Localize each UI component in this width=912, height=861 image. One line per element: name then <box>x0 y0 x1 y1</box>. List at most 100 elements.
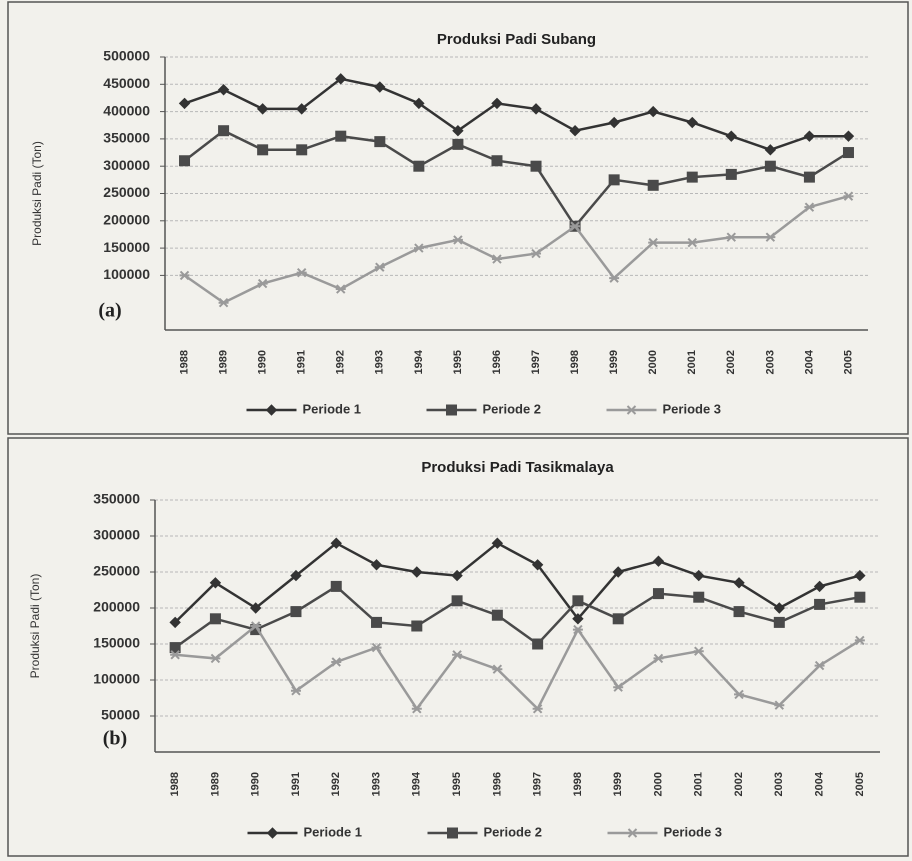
x-tick-label: 1995 <box>452 350 464 374</box>
marker <box>491 97 503 110</box>
marker <box>491 609 503 621</box>
series-line <box>174 624 861 711</box>
x-tick-label: 1991 <box>296 350 308 374</box>
marker <box>331 657 342 667</box>
marker <box>653 653 664 664</box>
series-line <box>183 129 850 229</box>
x-tick-label: 2004 <box>803 349 815 374</box>
marker <box>530 160 542 172</box>
y-tick-label: 100000 <box>93 671 140 687</box>
marker <box>854 569 866 582</box>
x-tick-label: 1992 <box>330 772 342 796</box>
marker <box>413 160 425 172</box>
legend-label: Periode 1 <box>304 824 363 839</box>
marker <box>413 97 425 110</box>
marker <box>411 566 423 578</box>
marker <box>734 689 745 700</box>
marker <box>774 700 785 710</box>
marker <box>814 598 826 610</box>
series-line <box>184 77 849 152</box>
marker <box>773 602 786 614</box>
marker <box>773 616 785 628</box>
marker <box>179 270 190 281</box>
y-tick-label: 400000 <box>103 102 150 118</box>
y-tick-label: 150000 <box>93 635 140 651</box>
y-axis-label: Produksi Padi (Ton) <box>30 141 44 246</box>
marker <box>265 404 278 416</box>
x-tick-label: 2004 <box>813 771 825 796</box>
marker <box>652 555 665 567</box>
x-tick-label: 1997 <box>532 772 544 796</box>
marker <box>803 130 816 142</box>
marker <box>411 620 423 632</box>
marker <box>803 171 815 183</box>
marker <box>572 613 584 625</box>
marker <box>178 97 191 110</box>
marker <box>765 232 776 242</box>
chart-title: Produksi Padi Subang <box>437 31 596 48</box>
marker <box>452 125 464 137</box>
marker <box>626 405 637 415</box>
marker <box>371 616 383 628</box>
marker <box>652 588 664 600</box>
marker <box>764 160 776 172</box>
y-tick-label: 200000 <box>103 212 150 228</box>
marker <box>733 606 745 618</box>
legend-label: Periode 3 <box>663 401 722 416</box>
marker <box>330 580 342 592</box>
marker <box>627 828 638 838</box>
panel-label: (b) <box>103 728 127 750</box>
marker <box>451 569 463 582</box>
x-tick-label: 1990 <box>257 350 269 374</box>
marker <box>491 537 504 549</box>
marker <box>290 686 301 696</box>
marker <box>569 125 581 137</box>
marker <box>843 191 854 201</box>
marker <box>335 284 346 294</box>
marker <box>209 613 221 625</box>
x-tick-label: 1990 <box>250 772 262 796</box>
y-tick-label: 100000 <box>103 266 150 282</box>
marker <box>179 155 191 167</box>
marker <box>693 569 705 582</box>
marker <box>572 624 583 635</box>
marker <box>854 635 865 646</box>
marker <box>647 179 659 191</box>
marker <box>531 248 542 259</box>
marker <box>290 569 302 582</box>
marker <box>854 591 866 603</box>
panel-label: (a) <box>98 300 121 322</box>
marker <box>266 827 279 839</box>
marker <box>531 559 544 571</box>
marker <box>686 171 698 183</box>
x-tick-label: 2005 <box>854 772 866 796</box>
legend-label: Periode 2 <box>484 824 543 839</box>
marker <box>451 595 463 607</box>
x-tick-label: 2002 <box>733 772 745 796</box>
panel-frame <box>7 437 909 857</box>
marker <box>170 650 181 660</box>
x-tick-label: 2001 <box>686 350 698 374</box>
marker <box>532 638 544 650</box>
x-tick-label: 1989 <box>217 350 229 374</box>
marker <box>296 144 308 156</box>
marker <box>491 254 502 264</box>
marker <box>608 174 620 186</box>
x-tick-label: 1994 <box>411 771 423 796</box>
marker <box>209 577 222 589</box>
chart-title: Produksi Padi Tasikmalaya <box>421 459 614 476</box>
marker <box>686 116 698 129</box>
x-tick-label: 2000 <box>647 350 659 374</box>
x-tick-label: 2001 <box>693 772 705 796</box>
marker <box>608 116 620 129</box>
marker <box>693 646 704 656</box>
marker <box>804 202 815 212</box>
marker <box>570 221 581 231</box>
x-tick-label: 2003 <box>773 772 785 796</box>
x-tick-label: 1993 <box>370 772 382 796</box>
x-tick-label: 2002 <box>725 350 737 374</box>
marker <box>532 704 543 714</box>
y-tick-label: 500000 <box>103 48 150 64</box>
x-tick-label: 1991 <box>290 772 302 796</box>
